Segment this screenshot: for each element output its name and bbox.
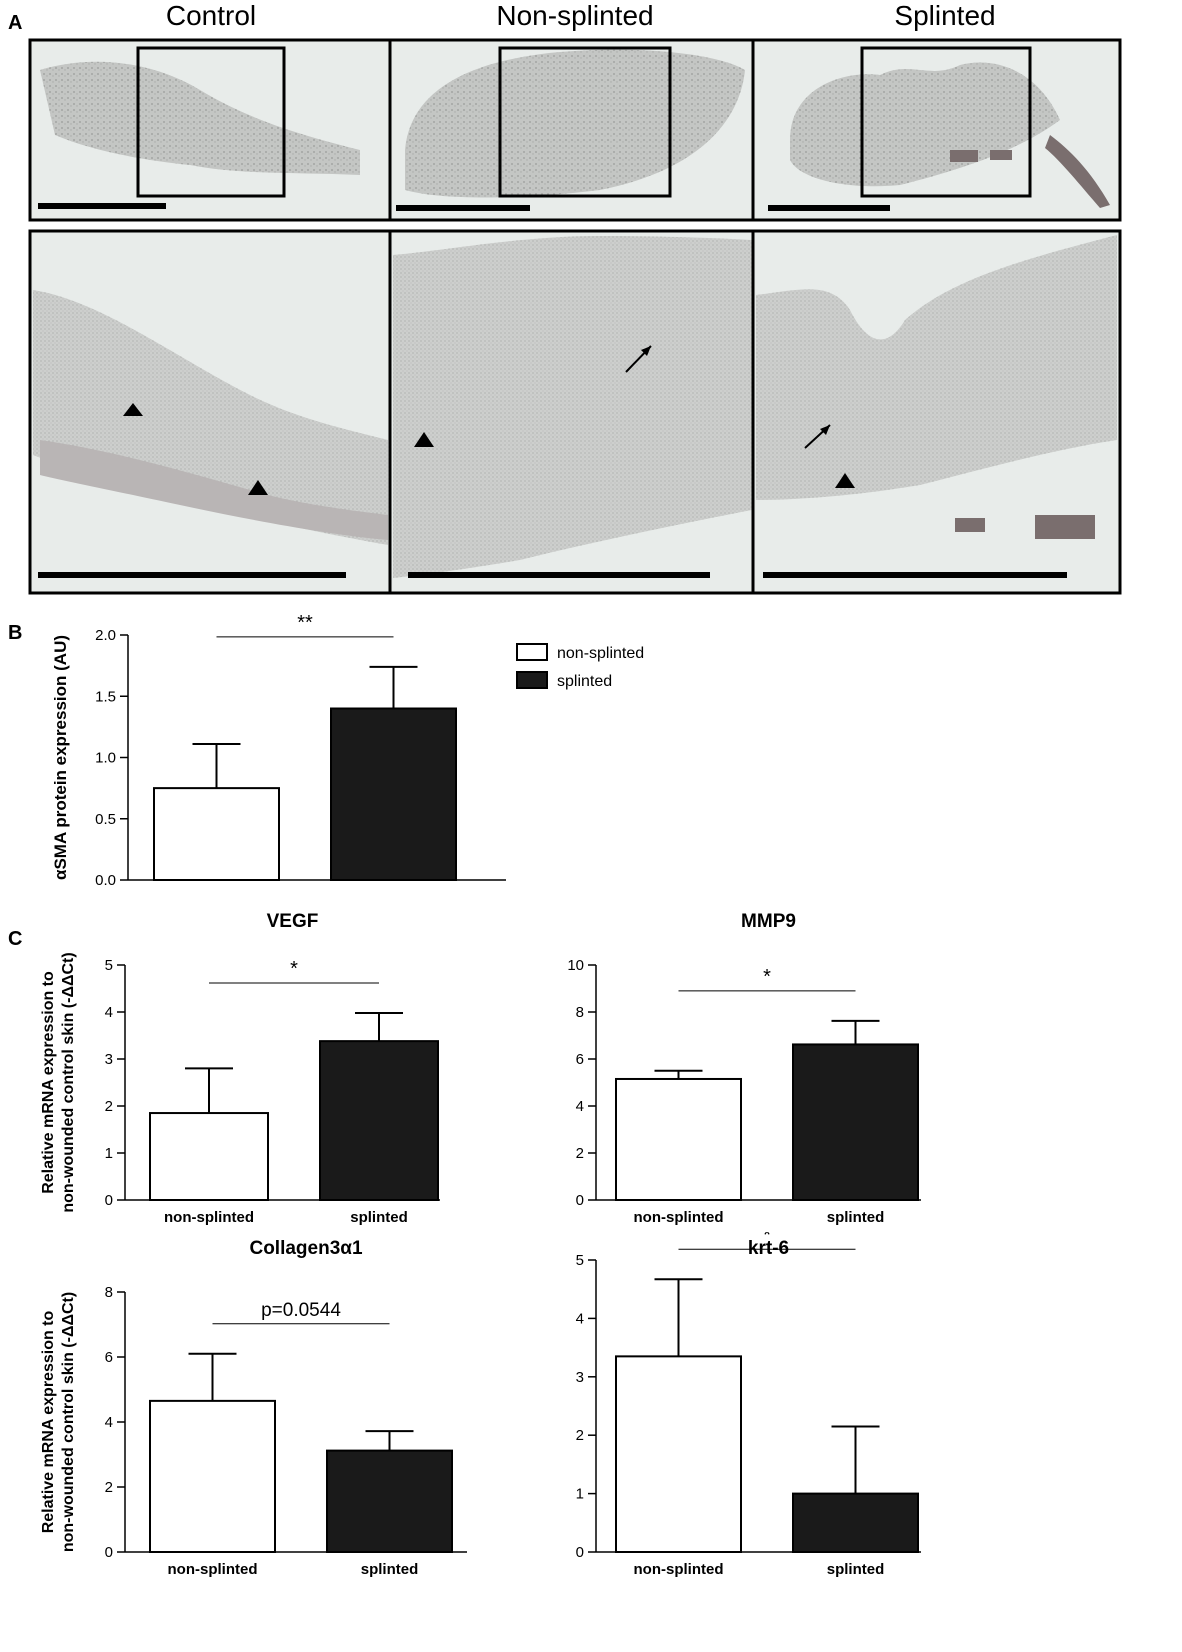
mmp9-chart: MMP90246810Relative mRNA expression tono… <box>567 911 921 1226</box>
x-tick-label: non-splinted <box>164 1209 254 1226</box>
x-tick-label: splinted <box>350 1209 408 1226</box>
chart-title: MMP9 <box>741 911 796 932</box>
panel-c-label: C <box>8 928 23 950</box>
y-tick-label: 0 <box>105 1544 113 1561</box>
legend-label: non-splinted <box>557 645 644 662</box>
y-tick-label: 1 <box>105 1145 113 1162</box>
y-tick-label: 8 <box>576 1004 584 1021</box>
y-tick-label: 2 <box>576 1427 584 1444</box>
y-tick-label: 1.0 <box>95 750 116 767</box>
significance-label: p=0.0544 <box>261 1300 341 1321</box>
histology-splinted-overview <box>751 38 1122 222</box>
y-tick-label: 5 <box>105 957 113 974</box>
x-tick-label: non-splinted <box>634 1209 724 1226</box>
y-tick-label: 2 <box>105 1098 113 1115</box>
chart-title: VEGF <box>267 911 319 932</box>
legend-swatch <box>516 671 548 689</box>
x-tick-label: splinted <box>361 1561 419 1578</box>
y-tick-label: 4 <box>105 1004 113 1021</box>
chart-b-group: 0.0 0.5 1.0 1.5 2.0 αSMA protein expression (… <box>51 612 644 889</box>
histology-control-zoom <box>28 229 392 595</box>
y-tick-label: 6 <box>105 1349 113 1366</box>
y-tick-label: 3 <box>105 1051 113 1068</box>
bar-non-splinted <box>615 1355 742 1553</box>
y-axis-label: αSMA protein expression (AU) <box>51 635 70 880</box>
bar-non-splinted <box>153 787 280 881</box>
chart-col3a1-group: Collagen3α1 0 2 4 6 8 Relative mRNA expression… <box>40 1238 467 1578</box>
y-tick-label: 0.0 <box>95 872 116 889</box>
chart-title: Collagen3α1 <box>249 1238 362 1259</box>
y-tick-label: 2.0 <box>95 627 116 644</box>
histology-non-splinted-zoom <box>388 229 755 595</box>
significance-label: * <box>290 958 298 980</box>
y-axis-label: Relative mRNA expression to <box>40 971 57 1194</box>
y-tick-label: 0 <box>576 1544 584 1561</box>
x-tick-label: non-splinted <box>634 1561 724 1578</box>
significance-label: * <box>763 1232 771 1246</box>
bar-splinted <box>326 1449 453 1554</box>
y-axis-label: non-wounded control skin (-ΔΔCt) <box>60 1292 77 1552</box>
y-tick-label: 0 <box>105 1192 113 1209</box>
y-tick-label: 2 <box>105 1479 113 1496</box>
y-tick-label: 10 <box>567 957 584 974</box>
histology-grid <box>28 38 1122 595</box>
chart-title: krt-6 <box>748 1238 789 1259</box>
y-tick-label: 4 <box>576 1098 584 1115</box>
column-title-control: Control <box>165 0 257 31</box>
y-tick-label: 8 <box>105 1284 113 1301</box>
bar-splinted <box>330 707 457 881</box>
asma-protein-chart: 0.0 0.5 1.0 1.5 2.0 αSMA protein expression (… <box>51 612 644 889</box>
panel-b-label: B <box>8 622 23 644</box>
bar-splinted <box>792 1492 919 1554</box>
chart-mmp9-group: MMP90246810Relative mRNA expression tono… <box>567 911 921 1226</box>
histology-splinted-zoom <box>751 229 1122 595</box>
significance-label: ** <box>297 612 313 634</box>
y-tick-label: 1.5 <box>95 688 116 705</box>
histology-control-overview <box>28 38 392 222</box>
column-title-splinted: Splinted <box>894 0 996 31</box>
bar-splinted <box>319 1040 439 1201</box>
y-tick-label: 6 <box>576 1051 584 1068</box>
chart-krt6-group: krt-6012345Relative mRNA expression tono… <box>576 1232 921 1578</box>
y-tick-label: 4 <box>576 1310 584 1327</box>
y-tick-label: 3 <box>576 1369 584 1386</box>
legend-label: splinted <box>557 673 612 690</box>
histology-non-splinted-overview <box>388 38 755 222</box>
y-tick-label: 4 <box>105 1414 113 1431</box>
panel-a-label: A <box>8 12 23 34</box>
x-tick-label: splinted <box>827 1209 885 1226</box>
significance-label: * <box>763 966 771 988</box>
x-tick-label: non-splinted <box>168 1561 258 1578</box>
y-tick-label: 2 <box>576 1145 584 1162</box>
y-tick-label: 5 <box>576 1252 584 1269</box>
y-tick-label: 0.5 <box>95 811 116 828</box>
krt6-chart: krt-6012345Relative mRNA expression tono… <box>576 1232 921 1578</box>
collagen3a1-chart: Collagen3α1 0 2 4 6 8 Relative mRNA expression… <box>40 1238 467 1578</box>
bar-non-splinted <box>615 1077 742 1202</box>
legend-swatch <box>516 643 548 661</box>
bar-non-splinted <box>149 1399 276 1553</box>
y-tick-label: 1 <box>576 1486 584 1503</box>
y-tick-label: 0 <box>576 1192 584 1209</box>
x-tick-label: splinted <box>827 1561 885 1578</box>
y-axis-label: non-wounded control skin (-ΔΔCt) <box>60 952 77 1212</box>
column-title-non-splinted: Non-splinted <box>496 0 654 31</box>
bar-splinted <box>792 1043 919 1201</box>
y-axis-label: Relative mRNA expression to <box>40 1310 57 1533</box>
bar-non-splinted <box>149 1112 269 1201</box>
